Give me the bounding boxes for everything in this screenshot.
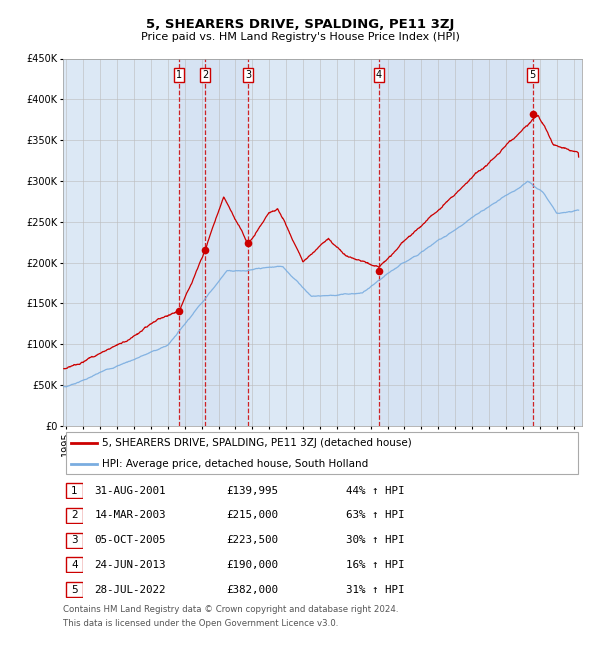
Text: 16% ↑ HPI: 16% ↑ HPI (346, 560, 404, 570)
Text: £190,000: £190,000 (226, 560, 278, 570)
Text: 28-JUL-2022: 28-JUL-2022 (94, 584, 166, 595)
Text: 5, SHEARERS DRIVE, SPALDING, PE11 3ZJ (detached house): 5, SHEARERS DRIVE, SPALDING, PE11 3ZJ (d… (102, 437, 412, 448)
Text: £215,000: £215,000 (226, 510, 278, 521)
Text: 2: 2 (202, 70, 208, 80)
Text: 4: 4 (71, 560, 78, 570)
FancyBboxPatch shape (65, 432, 578, 474)
Bar (205, 58, 248, 426)
Text: 05-OCT-2005: 05-OCT-2005 (94, 535, 166, 545)
Text: 31-AUG-2001: 31-AUG-2001 (94, 486, 166, 496)
Text: 4: 4 (376, 70, 382, 80)
Text: 1: 1 (71, 486, 78, 496)
Text: 5: 5 (529, 70, 536, 80)
Bar (379, 58, 533, 426)
Text: 3: 3 (71, 535, 78, 545)
Text: 24-JUN-2013: 24-JUN-2013 (94, 560, 166, 570)
Text: 31% ↑ HPI: 31% ↑ HPI (346, 584, 404, 595)
Text: 5: 5 (71, 584, 78, 595)
Text: £139,995: £139,995 (226, 486, 278, 496)
Text: 2: 2 (71, 510, 78, 521)
Text: Price paid vs. HM Land Registry's House Price Index (HPI): Price paid vs. HM Land Registry's House … (140, 32, 460, 42)
Text: 14-MAR-2003: 14-MAR-2003 (94, 510, 166, 521)
Text: 5, SHEARERS DRIVE, SPALDING, PE11 3ZJ: 5, SHEARERS DRIVE, SPALDING, PE11 3ZJ (146, 18, 454, 31)
Text: 1: 1 (176, 70, 182, 80)
Text: HPI: Average price, detached house, South Holland: HPI: Average price, detached house, Sout… (102, 458, 368, 469)
Text: 30% ↑ HPI: 30% ↑ HPI (346, 535, 404, 545)
Text: 3: 3 (245, 70, 251, 80)
Text: Contains HM Land Registry data © Crown copyright and database right 2024.: Contains HM Land Registry data © Crown c… (63, 605, 398, 614)
Text: £382,000: £382,000 (226, 584, 278, 595)
Text: 63% ↑ HPI: 63% ↑ HPI (346, 510, 404, 521)
Text: This data is licensed under the Open Government Licence v3.0.: This data is licensed under the Open Gov… (63, 619, 338, 629)
Bar (179, 58, 205, 426)
Text: £223,500: £223,500 (226, 535, 278, 545)
Text: 44% ↑ HPI: 44% ↑ HPI (346, 486, 404, 496)
